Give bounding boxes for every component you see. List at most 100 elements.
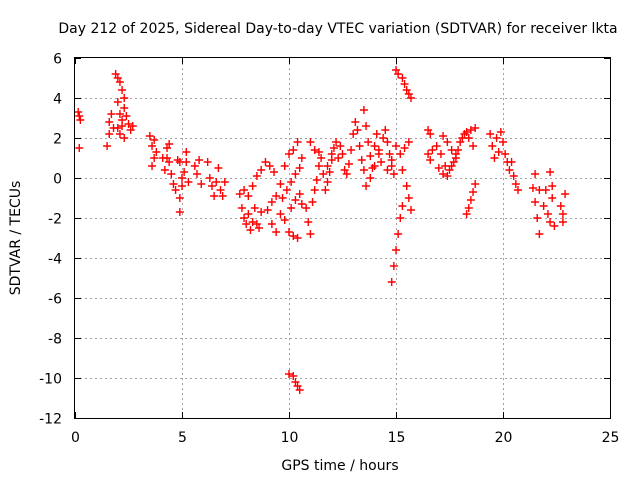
data-point [124, 120, 133, 128]
data-point [178, 182, 186, 190]
data-point [175, 208, 184, 216]
data-point [306, 230, 315, 238]
data-point [150, 136, 159, 144]
data-point [389, 170, 398, 178]
data-point [278, 194, 287, 202]
data-point [501, 150, 510, 158]
data-point [541, 186, 550, 194]
data-point [128, 122, 137, 130]
data-point [439, 132, 448, 140]
data-point [432, 142, 441, 150]
data-point [291, 170, 300, 178]
data-point [344, 160, 353, 168]
data-point [270, 168, 279, 176]
y-tick-label: 6 [53, 52, 62, 68]
data-point [404, 138, 413, 146]
data-point [244, 192, 253, 200]
data-point [252, 172, 261, 180]
data-point [314, 148, 323, 156]
data-point [505, 166, 514, 174]
data-point [248, 218, 257, 226]
data-point [120, 94, 129, 102]
data-point [182, 158, 191, 166]
data-point [295, 164, 304, 172]
data-point [323, 162, 332, 170]
data-point [443, 172, 452, 180]
data-point [237, 204, 246, 212]
y-tick-label: 0 [53, 172, 62, 188]
data-point [321, 186, 330, 194]
data-point [250, 204, 259, 212]
data-point [235, 190, 244, 198]
data-point [276, 210, 285, 218]
data-point [392, 142, 400, 150]
data-point [289, 232, 298, 240]
data-point [469, 188, 478, 196]
data-point [347, 146, 356, 154]
data-point [531, 170, 540, 178]
data-point [464, 204, 473, 212]
data-point [364, 138, 373, 146]
data-point [267, 220, 276, 228]
data-point [272, 192, 281, 200]
data-point [148, 162, 157, 170]
data-point [212, 178, 221, 186]
data-point [392, 246, 400, 254]
data-point [118, 86, 127, 94]
data-point [406, 94, 415, 102]
data-point [289, 146, 298, 154]
data-point [195, 156, 204, 164]
data-point [471, 124, 480, 132]
data-point [302, 204, 311, 212]
data-point [370, 142, 379, 150]
x-tick-label: 10 [281, 430, 299, 446]
data-point [150, 154, 159, 162]
data-point [263, 206, 272, 214]
data-point [113, 124, 122, 132]
data-point [220, 178, 229, 186]
chart-title: Day 212 of 2025, Sidereal Day-to-day VTE… [58, 21, 617, 37]
x-tick-label: 5 [178, 430, 187, 446]
data-point [531, 198, 540, 206]
data-point [293, 138, 302, 146]
data-point [105, 130, 114, 138]
data-point [285, 150, 293, 158]
data-point [509, 172, 518, 180]
data-point [460, 130, 469, 138]
data-point [383, 166, 392, 174]
data-point [197, 180, 206, 188]
data-point [317, 154, 326, 162]
data-point [107, 110, 116, 118]
data-point [349, 130, 358, 138]
data-point [190, 162, 199, 170]
data-point [338, 150, 347, 158]
data-point [443, 138, 452, 146]
data-point [496, 128, 505, 136]
data-point [398, 74, 407, 82]
data-point [152, 148, 161, 156]
data-point [426, 130, 435, 138]
data-point [469, 142, 478, 150]
data-point [216, 186, 225, 194]
data-point [546, 218, 555, 226]
data-point [494, 148, 503, 156]
data-point [304, 218, 313, 226]
data-point [499, 138, 507, 146]
data-point [434, 164, 443, 172]
data-point [291, 196, 300, 204]
data-point [359, 106, 368, 114]
data-point [325, 168, 334, 176]
data-point [439, 170, 448, 178]
data-point [400, 80, 409, 88]
data-point [242, 220, 251, 228]
data-point [175, 194, 184, 202]
y-tick-label: 4 [53, 92, 62, 108]
data-point [295, 190, 304, 198]
data-point [280, 162, 289, 170]
data-point [513, 186, 522, 194]
data-point [398, 202, 407, 210]
data-point [451, 154, 460, 162]
data-point [466, 196, 475, 204]
y-tick-label: -8 [48, 332, 62, 348]
data-point [362, 122, 371, 130]
